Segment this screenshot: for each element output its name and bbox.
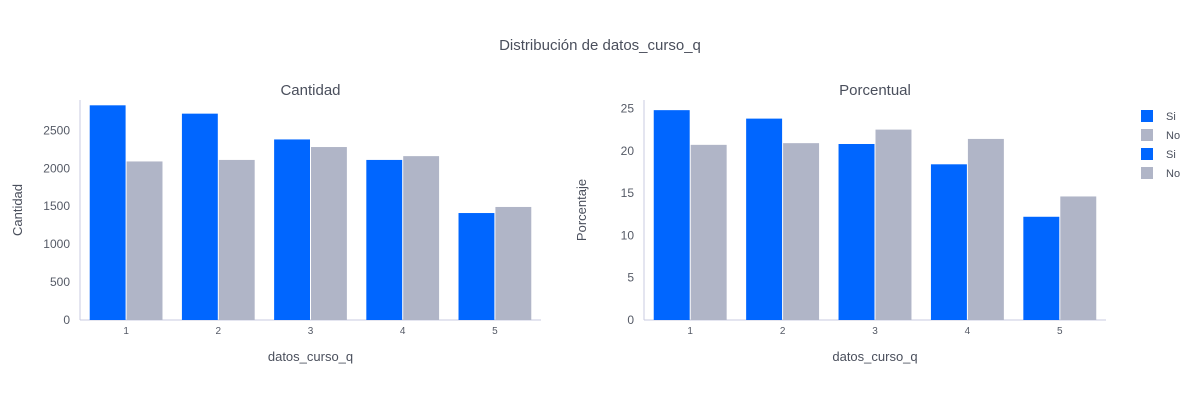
x-tick-label: 4 [965,326,971,337]
legend: Si No Si No [1141,110,1180,180]
bar-no-1 [690,144,727,320]
bar-si-4 [930,164,967,320]
bar-no-3 [311,147,347,320]
bar-no-5 [495,206,532,320]
chart-title: Distribución de datos_curso_q [499,37,701,54]
y-tick-label: 5 [627,271,634,285]
plot-cantidad: 0 500 1000 1500 2000 2500 1 2 3 4 5 datos_curso_q Ca… [10,100,541,364]
y-tick-label: 25 [621,101,635,115]
y-tick-label: 10 [621,228,635,242]
bar-si-2 [746,118,783,320]
x-tick-label: 1 [687,326,693,337]
plot-porcentual: 0 5 10 15 20 25 1 2 3 4 5 datos_curso_q Porcentaje [574,100,1106,364]
bar-si-5 [1023,216,1060,320]
right-chart-title: Porcentual [839,82,911,99]
y-tick-label: 500 [50,275,70,289]
x-tick-label: 1 [123,326,129,337]
y-axis-title: Cantidad [10,184,25,236]
bar-no-3 [875,129,912,320]
bar-no-4 [967,138,1004,320]
legend-swatch [1141,167,1153,179]
x-axis-title: datos_curso_q [832,349,917,364]
legend-item: No [1141,167,1180,180]
legend-swatch [1141,110,1153,122]
x-tick-label: 2 [780,326,786,337]
left-chart-title: Cantidad [280,82,340,99]
bar-no-5 [1060,196,1097,320]
bar-si-3 [274,139,310,320]
y-tick-label: 0 [627,313,634,327]
plots-group: 0 500 1000 1500 2000 2500 1 2 3 4 5 datos_curso_q Ca… [10,100,1106,364]
y-tick-label: 2500 [43,123,70,137]
y-tick-label: 15 [621,186,635,200]
x-tick-label: 5 [492,326,498,337]
y-tick-label: 2000 [43,161,70,175]
legend-swatch [1141,148,1153,160]
y-tick-label: 20 [621,144,635,158]
legend-item: Si [1141,110,1176,123]
legend-label: Si [1166,149,1176,161]
legend-item: Si [1141,148,1176,161]
bar-no-1 [126,161,163,320]
legend-swatch [1141,129,1153,141]
x-tick-label: 2 [216,326,222,337]
x-tick-label: 5 [1057,326,1063,337]
y-tick-label: 1500 [43,199,70,213]
bar-si-4 [366,159,403,320]
bar-no-4 [403,156,440,320]
bar-si-3 [838,144,875,320]
x-tick-label: 4 [400,326,406,337]
y-axis-title: Porcentaje [574,179,589,241]
legend-item: No [1141,129,1180,142]
legend-label: No [1166,168,1180,180]
x-tick-label: 3 [308,326,314,337]
bar-no-2 [783,143,820,320]
bar-si-1 [89,105,126,320]
y-tick-label: 0 [63,313,70,327]
y-tick-label: 1000 [43,237,70,251]
bar-si-5 [458,213,495,320]
bar-si-2 [181,113,218,320]
bar-si-1 [653,110,690,321]
x-tick-label: 3 [872,326,878,337]
legend-label: Si [1166,111,1176,123]
legend-label: No [1166,130,1180,142]
bar-no-2 [218,159,255,320]
x-axis-title: datos_curso_q [268,349,353,364]
